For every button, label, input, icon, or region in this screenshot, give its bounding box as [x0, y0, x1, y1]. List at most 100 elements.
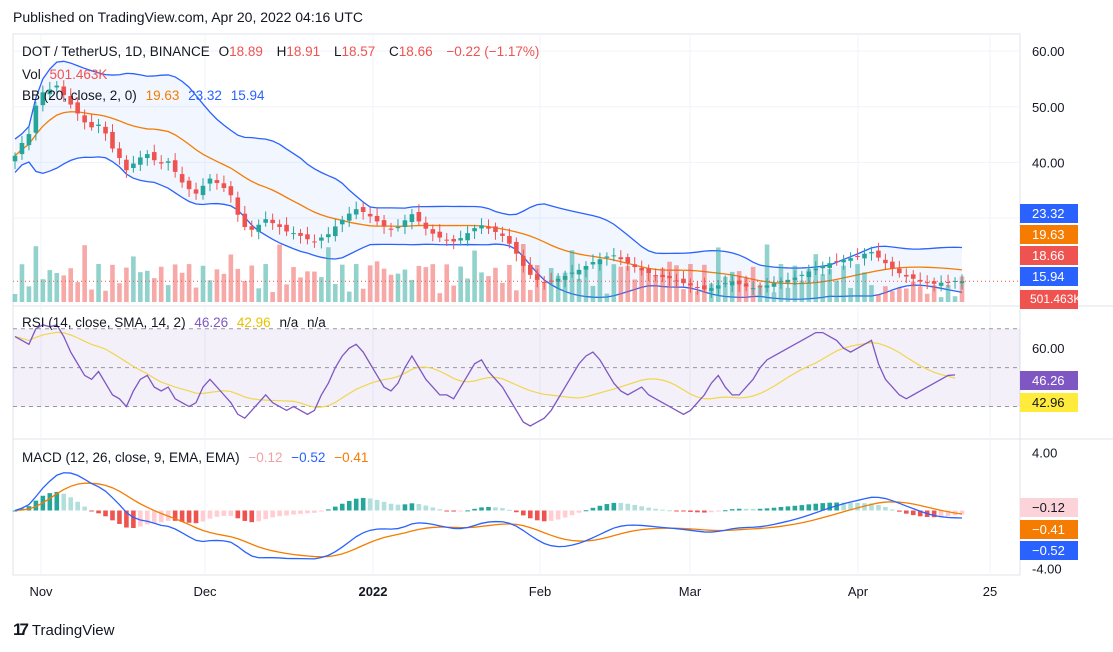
- macd-histogram-bar: [131, 510, 136, 529]
- candle-body: [395, 226, 401, 229]
- volume-bar: [897, 288, 902, 302]
- candle-body: [298, 232, 303, 236]
- candle-body: [890, 261, 895, 269]
- bb-label: BB (20, close, 2, 0): [22, 88, 137, 103]
- rsi-value: 46.26: [194, 315, 229, 330]
- volume-bar: [151, 278, 157, 302]
- candle-body: [151, 152, 157, 161]
- candle-body: [19, 142, 25, 155]
- candle-body: [799, 274, 805, 276]
- volume-bar: [75, 282, 80, 302]
- candle-body: [96, 124, 101, 126]
- candle-body: [541, 281, 547, 283]
- macd-signal-value: −0.41: [334, 450, 369, 465]
- tradingview-logo[interactable]: 17 TradingView: [13, 620, 114, 640]
- macd-histogram-bar: [590, 507, 596, 511]
- macd-histogram-bar: [541, 510, 547, 522]
- candle-body: [381, 220, 387, 227]
- close-tag: 18.66: [1020, 246, 1078, 265]
- volume-bar: [165, 285, 171, 302]
- rsi-ma-tag: 42.96: [1020, 393, 1078, 412]
- macd-histogram-bar: [277, 510, 282, 517]
- candle-body: [409, 214, 415, 222]
- macd-histogram-bar: [945, 510, 951, 517]
- candle-body: [917, 279, 923, 282]
- bb-basis-tag: 19.63: [1020, 225, 1078, 244]
- candle-body: [221, 183, 227, 189]
- candle-body: [291, 233, 296, 235]
- candle-body: [353, 209, 359, 215]
- symbol-label: DOT / TetherUS, 1D, BINANCE: [22, 44, 210, 59]
- macd-signal-tag: −0.41: [1020, 520, 1078, 539]
- candle-body: [841, 259, 846, 263]
- tradingview-logo-text: TradingView: [31, 621, 115, 639]
- rsi-band: [13, 328, 1020, 407]
- macd-histogram-bar: [897, 510, 902, 512]
- macd-histogram-bar: [910, 510, 916, 516]
- volume-bar: [131, 256, 136, 302]
- candle-body: [722, 283, 728, 285]
- volume-bar: [172, 264, 178, 302]
- candle-body: [757, 286, 763, 288]
- rsi-line: [14, 324, 956, 427]
- macd-histogram-bar: [179, 510, 185, 522]
- macd-histogram-bar: [186, 510, 192, 523]
- macd-histogram-bar: [834, 502, 839, 511]
- candle-body: [103, 126, 108, 134]
- macd-histogram-bar: [465, 510, 470, 512]
- volume-bar: [562, 272, 568, 302]
- candle-body: [388, 228, 394, 230]
- volume-bar: [249, 265, 255, 302]
- macd-histogram-bar: [527, 510, 533, 519]
- candle-body: [367, 213, 373, 217]
- candle-body: [138, 157, 143, 165]
- bb-lower-value: 15.94: [230, 88, 265, 103]
- bb-lower-line: [14, 156, 963, 300]
- volume-tag: 501.463K: [1020, 290, 1081, 309]
- volume-label: Vol: [22, 67, 41, 82]
- volume-bar: [360, 288, 366, 302]
- rsi-ma-value: 42.96: [236, 315, 271, 330]
- volume-bar: [715, 247, 721, 302]
- volume-bar: [228, 254, 234, 302]
- candle-body: [729, 281, 735, 286]
- candle-body: [820, 265, 826, 269]
- candle-body: [54, 85, 60, 88]
- macd-histogram-bar: [110, 510, 115, 521]
- volume-bar: [472, 250, 477, 302]
- candle-body: [374, 215, 380, 222]
- candle-body: [534, 274, 540, 280]
- bb-basis-value: 19.63: [145, 88, 180, 103]
- macd-histogram-bar: [639, 506, 644, 511]
- volume-bar: [367, 265, 373, 302]
- volume-bar: [221, 273, 227, 302]
- macd-histogram-bar: [458, 510, 463, 512]
- volume-bar: [820, 274, 826, 302]
- candle-body: [26, 134, 32, 146]
- x-tick-label: Mar: [679, 584, 702, 599]
- volume-bar: [945, 284, 951, 302]
- macd-histogram-bar: [743, 508, 749, 511]
- volume-bar: [444, 264, 450, 302]
- macd-histogram-bar: [521, 510, 526, 516]
- volume-bar: [632, 279, 638, 302]
- macd-histogram-bar: [674, 510, 679, 512]
- macd-histogram-bar: [367, 498, 373, 511]
- x-tick-label: Feb: [529, 584, 551, 599]
- macd-histogram-bar: [298, 510, 303, 514]
- macd-histogram-bar: [360, 497, 366, 511]
- volume-bar: [117, 283, 122, 302]
- macd-histogram-bar: [409, 503, 415, 511]
- price-tick-label: 60.00: [1032, 44, 1065, 59]
- macd-signal-line: [14, 482, 963, 558]
- candle-body: [256, 224, 262, 232]
- candle-body: [938, 282, 944, 286]
- volume-bar: [785, 287, 791, 302]
- volume-bar: [555, 275, 561, 302]
- volume-bar: [263, 264, 268, 302]
- volume-bar: [903, 288, 909, 302]
- candle-body: [903, 274, 909, 277]
- macd-value: −0.52: [291, 450, 326, 465]
- macd-histogram-bar: [597, 505, 603, 511]
- volume-bar: [465, 278, 470, 302]
